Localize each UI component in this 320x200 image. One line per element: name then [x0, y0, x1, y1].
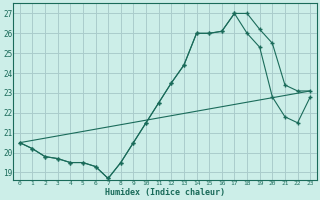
X-axis label: Humidex (Indice chaleur): Humidex (Indice chaleur)	[105, 188, 225, 197]
